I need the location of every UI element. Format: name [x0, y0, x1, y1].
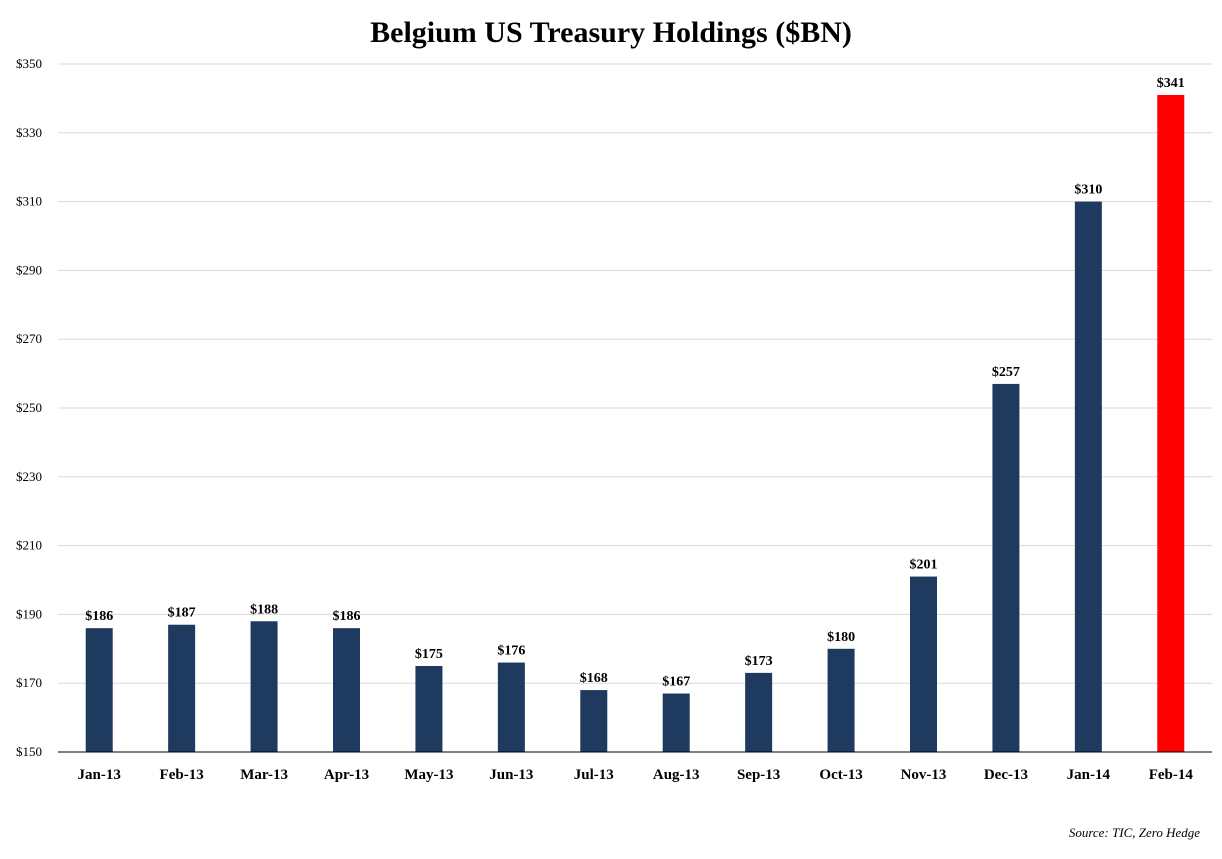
x-tick-label: May-13 [404, 767, 453, 783]
bar [497, 662, 525, 752]
gridlines [58, 63, 1212, 684]
chart-title: Belgium US Treasury Holdings ($BN) [370, 16, 852, 49]
y-tick-label: $150 [16, 744, 42, 759]
data-label: $188 [250, 602, 278, 617]
x-tick-label: Jul-13 [574, 767, 614, 783]
y-tick-label: $310 [16, 194, 42, 209]
bar [1074, 201, 1102, 753]
x-tick-label: Nov-13 [901, 767, 947, 783]
data-label: $173 [745, 654, 773, 669]
y-axis-tick-labels: $150 $170 $190 $210 $230 $250 $270 $290 $310 $330… [16, 56, 42, 759]
y-tick-label: $230 [16, 469, 42, 484]
y-tick-label: $330 [16, 125, 42, 140]
data-labels: $186 $187 $188 $186 $175 $176 $168 $167 $173 $180… [85, 76, 1185, 690]
y-tick-label: $190 [16, 606, 42, 621]
x-axis-tick-labels: Jan-13 Feb-13 Mar-13 Apr-13 May-13 Jun-13 Jul-… [78, 767, 1194, 783]
bar [250, 621, 278, 752]
y-tick-label: $350 [16, 56, 42, 71]
y-tick-label: $170 [16, 675, 42, 690]
bar [168, 624, 196, 752]
source-note: Source: TIC, Zero Hedge [1069, 825, 1200, 840]
bar [662, 693, 690, 752]
x-tick-label: Dec-13 [984, 767, 1028, 783]
bar-highlight [1157, 94, 1185, 752]
bar [580, 690, 608, 752]
data-label: $310 [1074, 183, 1102, 198]
x-tick-label: Mar-13 [240, 767, 288, 783]
y-tick-label: $290 [16, 262, 42, 277]
y-tick-label: $210 [16, 538, 42, 553]
y-tick-label: $270 [16, 331, 42, 346]
data-label: $186 [333, 609, 361, 624]
bar [910, 576, 937, 752]
data-label: $341 [1157, 76, 1185, 91]
x-tick-label: Sep-13 [737, 767, 780, 783]
x-tick-label: Aug-13 [653, 767, 700, 783]
x-tick-label: Feb-14 [1149, 767, 1194, 783]
bar [745, 672, 773, 752]
data-label: $168 [580, 671, 608, 686]
x-tick-label: Jan-13 [78, 767, 121, 783]
data-label: $180 [827, 630, 855, 645]
data-label: $187 [168, 606, 196, 621]
data-label: $176 [497, 644, 525, 659]
bar [333, 628, 360, 752]
bar [415, 666, 443, 752]
x-tick-label: Apr-13 [324, 767, 369, 783]
data-label: $186 [85, 609, 113, 624]
y-tick-label: $250 [16, 400, 42, 415]
data-label: $175 [415, 647, 443, 662]
x-tick-label: Feb-13 [160, 767, 204, 783]
x-tick-label: Oct-13 [819, 767, 862, 783]
data-label: $167 [662, 675, 690, 690]
x-tick-label: Jan-14 [1067, 767, 1111, 783]
bar [992, 383, 1020, 752]
data-label: $257 [992, 365, 1020, 380]
x-tick-label: Jun-13 [489, 767, 533, 783]
bar [85, 628, 113, 752]
bars [85, 94, 1185, 753]
bar [827, 648, 855, 752]
data-label: $201 [910, 558, 938, 573]
